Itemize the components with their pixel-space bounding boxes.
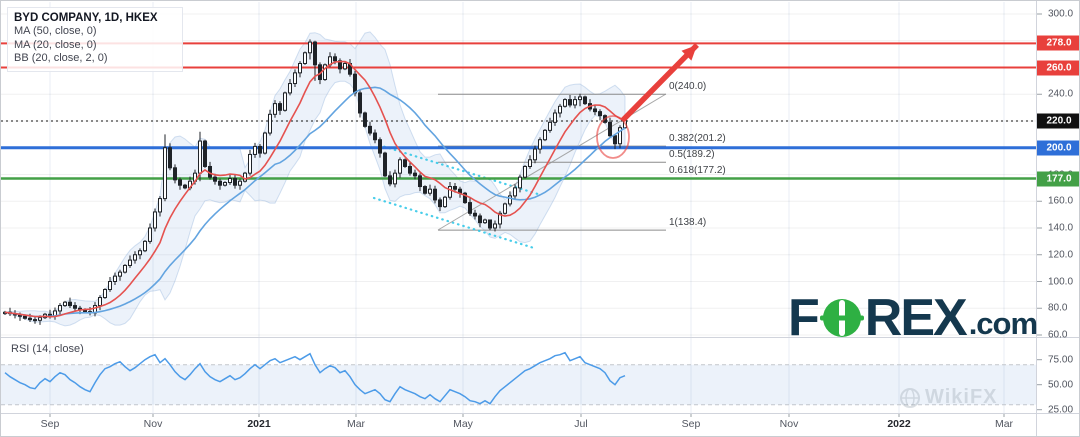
time-axis-label: May — [453, 418, 473, 430]
price-tick-label: 240.0 — [1048, 88, 1074, 100]
price-tick-label: 140.0 — [1048, 222, 1074, 234]
price-badge: 220.0 — [1037, 113, 1079, 129]
time-axis-label: Sep — [681, 418, 701, 430]
fibonacci-label: 0.618(177.2) — [669, 165, 726, 177]
panel-divider[interactable] — [1, 337, 1079, 338]
time-axis-label: 2021 — [247, 418, 271, 430]
price-tick-label: 60.0 — [1048, 329, 1068, 341]
time-axis-label: Sep — [40, 418, 60, 430]
time-axis-divider — [1, 413, 1079, 414]
logo-letter-f: F — [788, 289, 820, 347]
logo-o-icon — [819, 299, 864, 337]
forex-com-logo: F REX .com — [788, 289, 1038, 347]
rsi-tick-label: 75.00 — [1048, 354, 1074, 366]
time-axis-label: Mar — [346, 418, 366, 430]
chart-legend: BYD COMPANY, 1D, HKEX MA (50, close, 0) … — [7, 7, 183, 72]
rsi-tick-label: 50.00 — [1048, 379, 1074, 391]
wikifx-watermark: WikiFX — [899, 386, 998, 409]
price-tick-label: 160.0 — [1048, 195, 1074, 207]
price-tick-label: 100.0 — [1048, 276, 1074, 287]
time-axis-label: Nov — [779, 418, 799, 430]
rsi-tick-label: 25.00 — [1048, 404, 1074, 416]
price-badge: 278.0 — [1037, 35, 1079, 51]
time-axis-label: Nov — [143, 418, 163, 430]
fibonacci-label: 0.382(201.2) — [669, 133, 726, 145]
price-badge: 260.0 — [1037, 60, 1079, 75]
price-badge: 177.0 — [1037, 171, 1079, 186]
watermark-text: WikiFX — [925, 386, 998, 408]
fibonacci-label: 0.5(189.2) — [669, 149, 715, 161]
logo-tld: .com — [968, 306, 1038, 341]
price-tick-label: 80.0 — [1048, 302, 1068, 314]
logo-letters-rex: REX — [864, 289, 968, 347]
fibonacci-label: 1(138.4) — [669, 217, 707, 229]
legend-bb[interactable]: BB (20, close, 2, 0) — [14, 52, 108, 64]
time-axis-label: Jul — [574, 418, 588, 430]
legend-ma20[interactable]: MA (20, close, 0) — [14, 38, 97, 51]
time-axis-label: 2022 — [887, 418, 911, 430]
price-badge: 200.0 — [1037, 140, 1079, 156]
fibonacci-label: 0(240.0) — [669, 81, 707, 93]
rsi-indicator-label[interactable]: RSI (14, close) — [11, 343, 84, 355]
globe-icon — [900, 387, 920, 408]
symbol-title[interactable]: BYD COMPANY, 1D, HKEX — [14, 12, 158, 24]
price-axis-divider — [1036, 1, 1037, 436]
legend-ma50[interactable]: MA (50, close, 0) — [14, 25, 97, 37]
price-tick-label: 300.0 — [1048, 8, 1074, 20]
time-axis-label: Mar — [994, 418, 1014, 430]
price-tick-label: 120.0 — [1048, 249, 1074, 261]
